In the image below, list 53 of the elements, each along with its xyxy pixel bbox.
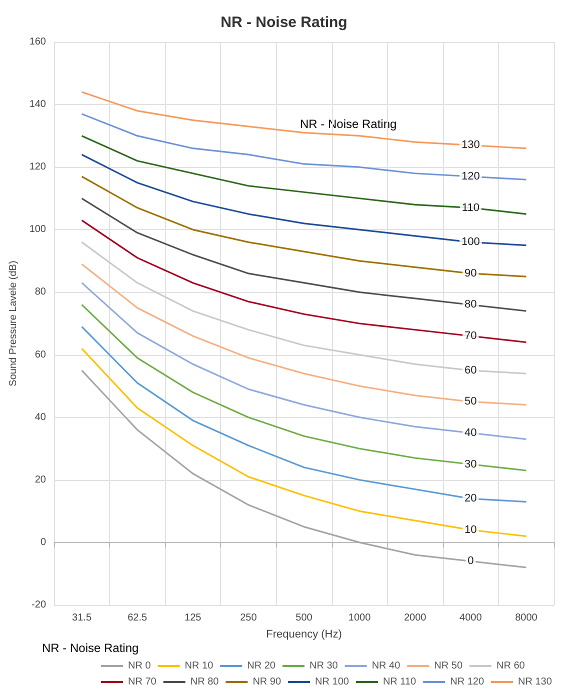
x-tick-label: 250: [240, 612, 258, 624]
annotation: 90: [464, 267, 477, 280]
legend-title: NR - Noise Rating: [42, 641, 139, 655]
annotation: 80: [464, 298, 477, 311]
y-tick-label: 140: [29, 99, 46, 110]
legend-label: NR 0: [128, 660, 152, 672]
x-tick-label: 2000: [404, 612, 427, 624]
annotation: 0: [468, 555, 474, 568]
x-tick-label: 125: [184, 612, 202, 624]
chart-title: NR - Noise Rating: [220, 14, 348, 31]
x-tick-label: 31.5: [72, 612, 92, 624]
annotation: 20: [464, 492, 477, 505]
y-tick-label: 160: [29, 36, 46, 48]
legend-label: NR 130: [518, 676, 552, 688]
legend-label: NR 80: [190, 676, 220, 688]
y-tick-label: 40: [34, 412, 46, 423]
annotation: 50: [464, 396, 477, 408]
annotation: 70: [464, 330, 477, 342]
legend-label: NR 40: [372, 660, 401, 672]
legend-label: NR 120: [450, 676, 484, 688]
x-tick-label: 62.5: [128, 612, 148, 624]
annotation: 10: [464, 524, 477, 536]
x-tick-label: 1000: [348, 612, 372, 624]
annotation: 30: [464, 458, 477, 470]
y-tick-label: 120: [29, 162, 46, 173]
legend-label: NR 100: [315, 676, 350, 688]
y-tick-label: 0: [40, 536, 46, 548]
legend-label: NR 50: [434, 660, 463, 672]
legend-label: NR 10: [184, 660, 214, 672]
y-tick-label: 20: [34, 474, 46, 486]
line-series: [80, 348, 528, 537]
legend-label: NR 110: [382, 676, 417, 688]
legend-label: NR 30: [309, 660, 338, 672]
y-tick-label: -20: [32, 600, 46, 610]
y-axis-title: Sound Pressure Lavele (dB): [8, 260, 19, 386]
annotation: 60: [464, 364, 477, 376]
line-series: [80, 282, 528, 440]
legend-label: NR 70: [128, 676, 157, 688]
x-tick-label: 8000: [515, 612, 538, 624]
line-series: [80, 135, 528, 215]
x-tick-label: 4000: [460, 612, 482, 624]
annotation: 40: [464, 426, 477, 439]
x-tick-label: 500: [296, 612, 313, 624]
y-tick-label: 80: [34, 286, 46, 298]
legend-label: NR 60: [496, 660, 526, 672]
annotation: NR - Noise Rating: [300, 117, 397, 131]
x-axis-title: Frequency (Hz): [266, 628, 342, 640]
y-tick-label: 100: [29, 224, 46, 236]
line-series: [80, 198, 528, 312]
legend-label: NR 20: [247, 660, 276, 672]
legend-label: NR 90: [252, 676, 282, 688]
line-series: [80, 219, 528, 344]
y-tick-label: 60: [34, 349, 46, 360]
